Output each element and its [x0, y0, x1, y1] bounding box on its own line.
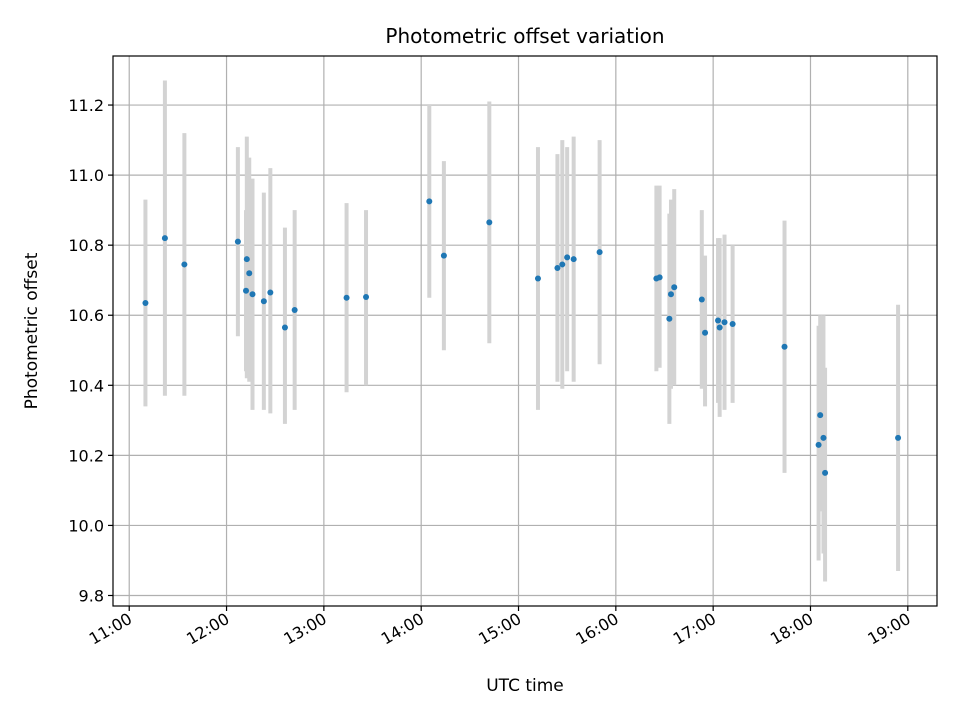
- data-point: [267, 289, 274, 296]
- data-point: [820, 434, 827, 441]
- data-point: [234, 238, 241, 245]
- data-point: [246, 270, 253, 277]
- y-tick-label: 10.4: [68, 376, 104, 395]
- data-point: [142, 299, 149, 306]
- grid: [113, 56, 937, 606]
- data-point: [559, 261, 566, 268]
- data-point: [564, 254, 571, 261]
- chart-title: Photometric offset variation: [385, 24, 664, 48]
- data-point: [721, 319, 728, 326]
- data-point: [260, 298, 267, 305]
- y-tick-label: 11.2: [68, 96, 104, 115]
- y-axis-label: Photometric offset: [22, 252, 42, 409]
- data-point: [343, 294, 350, 301]
- data-point: [702, 329, 709, 336]
- data-point: [440, 252, 447, 259]
- x-axis-label: UTC time: [486, 676, 564, 696]
- data-point: [161, 235, 168, 242]
- data-point: [363, 294, 370, 301]
- data-point: [281, 324, 288, 331]
- axes-frame: [112, 55, 938, 607]
- data-point: [243, 287, 250, 294]
- data-point: [781, 343, 788, 350]
- y-tick-label: 11.0: [68, 166, 104, 185]
- data-point: [486, 219, 493, 226]
- data-point: [895, 434, 902, 441]
- data-point: [815, 441, 822, 448]
- data-point: [698, 296, 705, 303]
- data-point: [817, 412, 824, 419]
- data-point: [822, 469, 829, 476]
- data-point: [534, 275, 541, 282]
- y-tick-label: 9.8: [79, 586, 104, 605]
- data-point: [667, 291, 674, 298]
- data-point: [671, 284, 678, 291]
- data-point: [554, 264, 561, 271]
- data-point: [596, 249, 603, 256]
- data-point: [249, 291, 256, 298]
- data-point: [291, 306, 298, 313]
- data-point: [243, 256, 250, 263]
- data-point: [715, 317, 722, 324]
- data-point: [570, 256, 577, 263]
- y-tick-label: 10.6: [68, 306, 104, 325]
- data-point: [666, 315, 673, 322]
- y-tick-label: 10.0: [68, 516, 104, 535]
- y-tick-label: 10.8: [68, 236, 104, 255]
- data-point: [426, 198, 433, 205]
- data-point: [181, 261, 188, 268]
- data-point: [656, 274, 663, 281]
- data-point: [729, 320, 736, 327]
- data-points: [142, 198, 902, 476]
- data-point: [716, 324, 723, 331]
- y-tick-label: 10.2: [68, 446, 104, 465]
